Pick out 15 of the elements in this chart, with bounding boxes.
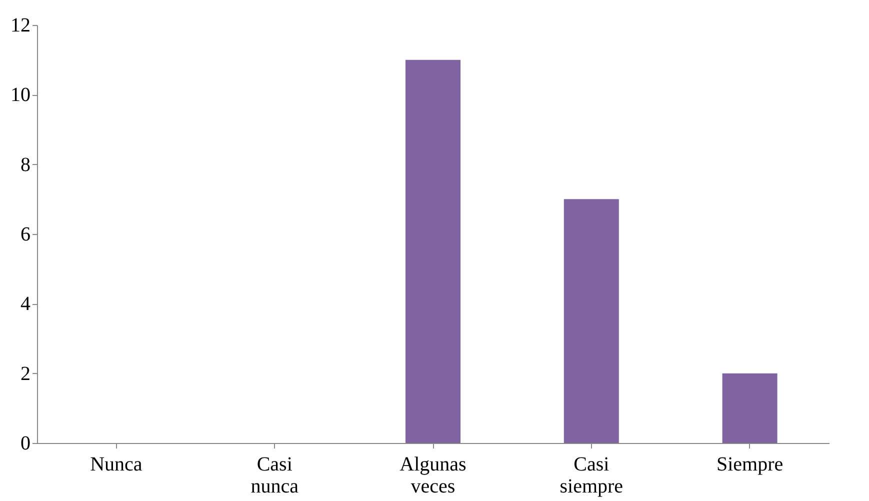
bar: [564, 199, 619, 443]
y-tick-label: 0: [20, 432, 30, 454]
bar: [406, 60, 460, 443]
y-tick-label: 4: [20, 293, 30, 316]
y-tick-label: 8: [20, 154, 30, 176]
x-tick-label: Siempre: [716, 454, 784, 476]
y-tick-label: 2: [20, 362, 30, 385]
x-tick-label: Algunas veces: [400, 454, 467, 498]
x-tick-label: Casi nunca: [250, 454, 299, 498]
bar: [722, 373, 778, 443]
x-tick-label: Nunca: [90, 454, 142, 476]
y-tick-label: 12: [10, 14, 30, 36]
y-tick-label: 6: [20, 224, 30, 246]
y-tick-label: 10: [10, 84, 30, 106]
x-tick-label: Casi siempre: [560, 454, 624, 498]
